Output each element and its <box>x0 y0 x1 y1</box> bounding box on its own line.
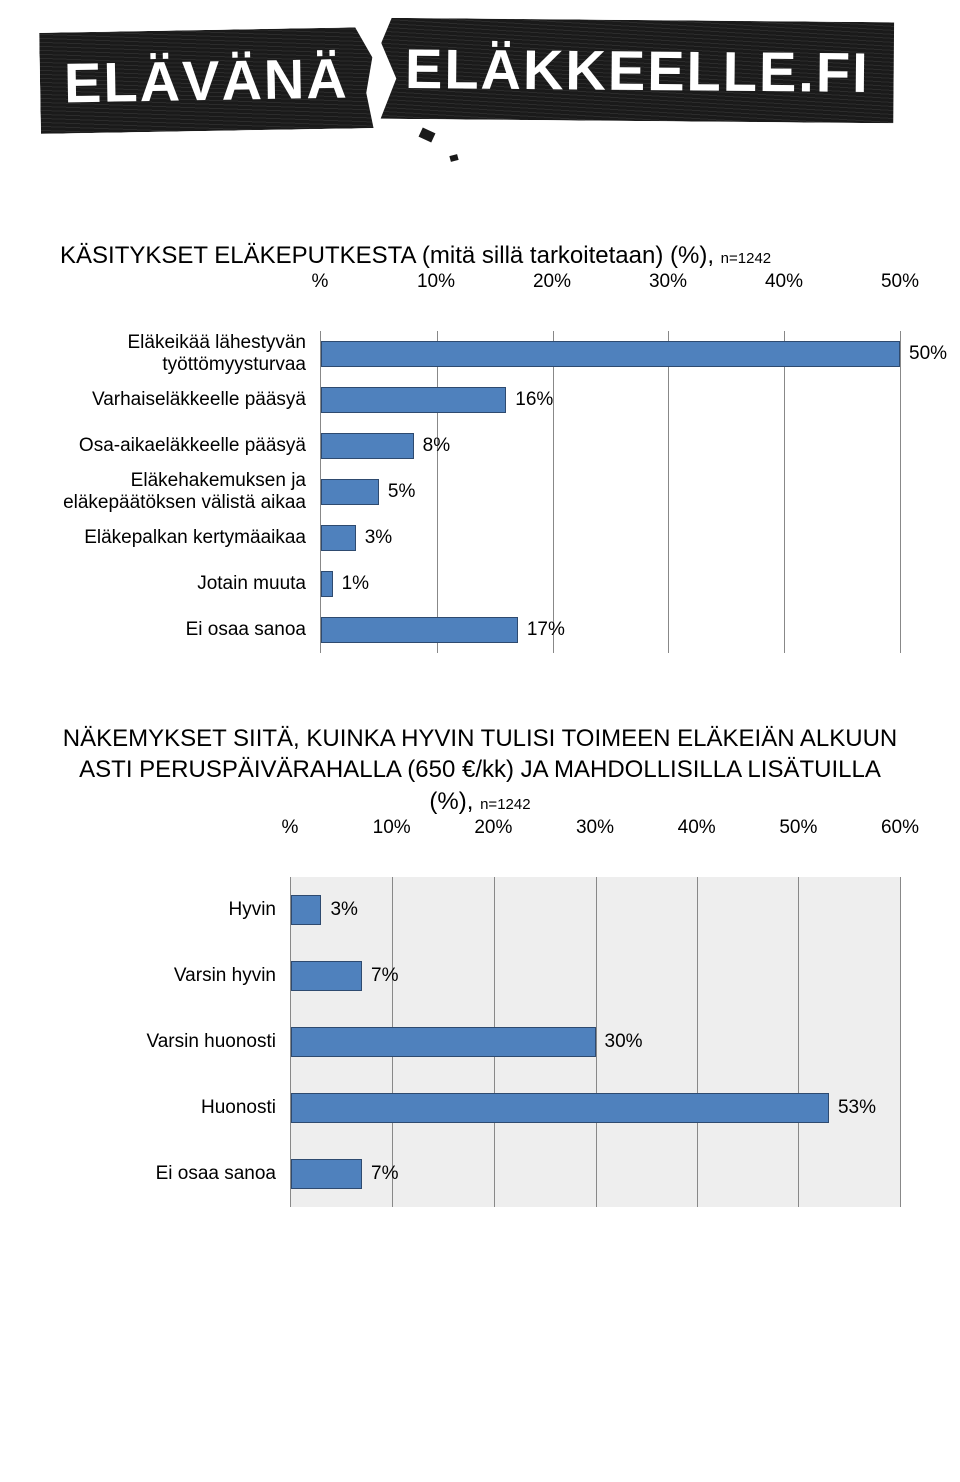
chart-2-plot: 3% 7% 30% 53% 7% <box>290 877 900 1207</box>
bar-value: 53% <box>838 1097 876 1119</box>
bar-value: 17% <box>527 619 565 641</box>
bar-value: 1% <box>342 573 369 595</box>
xtick: % <box>312 271 329 293</box>
xtick: 50% <box>881 271 919 293</box>
chart-2-title-sub: n=1242 <box>480 796 530 813</box>
chart-2: NÄKEMYKSET SIITÄ, KUINKA HYVIN TULISI TO… <box>60 723 900 1207</box>
bar-value: 7% <box>371 965 398 987</box>
xtick: 20% <box>474 817 512 839</box>
chart-1: KÄSITYKSET ELÄKEPUTKESTA (mitä sillä tar… <box>60 240 900 653</box>
xtick: 50% <box>779 817 817 839</box>
bar: 1% <box>321 571 333 597</box>
chart-1-title: KÄSITYKSET ELÄKEPUTKESTA (mitä sillä tar… <box>60 240 900 271</box>
bar-value: 30% <box>605 1031 643 1053</box>
bar-label: Ei osaa sanoa <box>60 1141 290 1207</box>
bar-value: 8% <box>423 435 450 457</box>
chart-2-wrap: %10%20%30%40%50%60% HyvinVarsin hyvinVar… <box>60 847 900 1207</box>
bar-label: Jotain muuta <box>60 561 320 607</box>
bar-row: 8% <box>321 423 900 469</box>
chart-1-plot: 50% 16% 8% 5% 3% 1% 17% <box>320 331 900 653</box>
chart-1-xaxis: %10%20%30%40%50% <box>320 271 900 301</box>
bar-label: Ei osaa sanoa <box>60 607 320 653</box>
logo-debris <box>419 128 436 143</box>
logo-debris <box>449 154 458 162</box>
bar-value: 7% <box>371 1163 398 1185</box>
logo-left: ELÄVÄNÄ <box>39 27 373 134</box>
xtick: 40% <box>765 271 803 293</box>
xtick: 40% <box>678 817 716 839</box>
xtick: % <box>282 817 299 839</box>
bar-row: 3% <box>321 515 900 561</box>
chart-1-title-sub: n=1242 <box>721 250 771 267</box>
bar: 50% <box>321 341 900 367</box>
chart-1-title-text: KÄSITYKSET ELÄKEPUTKESTA (mitä sillä tar… <box>60 242 721 269</box>
bar: 3% <box>291 895 321 925</box>
chart-1-bars: 50% 16% 8% 5% 3% 1% 17% <box>321 331 900 653</box>
bar-label: Varsin huonosti <box>60 1009 290 1075</box>
xtick: 10% <box>417 271 455 293</box>
bar: 8% <box>321 433 414 459</box>
bar-label: Eläkeikää lähestyväntyöttömyysturvaa <box>60 331 320 377</box>
bar-row: 1% <box>321 561 900 607</box>
bar-label: Osa-aikaeläkkeelle pääsyä <box>60 423 320 469</box>
bar-row: 30% <box>291 1009 900 1075</box>
bar-row: 7% <box>291 943 900 1009</box>
bar: 3% <box>321 525 356 551</box>
bar-label: Eläkehakemuksen jaeläkepäätöksen välistä… <box>60 469 320 515</box>
bar-value: 50% <box>909 343 947 365</box>
xtick: 20% <box>533 271 571 293</box>
bar-row: 17% <box>321 607 900 653</box>
bar: 7% <box>291 961 362 991</box>
header-logo: ELÄVÄNÄ ELÄKKEELLE.FI <box>0 0 960 200</box>
bar-label: Varsin hyvin <box>60 943 290 1009</box>
bar-value: 3% <box>365 527 392 549</box>
chart-2-bars: 3% 7% 30% 53% 7% <box>291 877 900 1207</box>
bar: 53% <box>291 1093 829 1123</box>
bar: 17% <box>321 617 518 643</box>
bar-row: 53% <box>291 1075 900 1141</box>
xtick: 60% <box>881 817 919 839</box>
bar: 16% <box>321 387 506 413</box>
bar: 7% <box>291 1159 362 1189</box>
chart-1-body: Eläkeikää lähestyväntyöttömyysturvaaVarh… <box>60 331 900 653</box>
bar-value: 5% <box>388 481 415 503</box>
bar-row: 7% <box>291 1141 900 1207</box>
xtick: 10% <box>373 817 411 839</box>
chart-2-body: HyvinVarsin hyvinVarsin huonostiHuonosti… <box>60 877 900 1207</box>
bar-row: 3% <box>291 877 900 943</box>
chart-2-ylabels: HyvinVarsin hyvinVarsin huonostiHuonosti… <box>60 877 290 1207</box>
chart-2-title: NÄKEMYKSET SIITÄ, KUINKA HYVIN TULISI TO… <box>60 723 900 817</box>
bar-label: Huonosti <box>60 1075 290 1141</box>
bar-row: 5% <box>321 469 900 515</box>
gridline <box>900 877 901 1207</box>
chart-2-xaxis: %10%20%30%40%50%60% <box>290 817 900 847</box>
xtick: 30% <box>576 817 614 839</box>
chart-1-wrap: %10%20%30%40%50% Eläkeikää lähestyväntyö… <box>60 301 900 653</box>
bar-label: Eläkepalkan kertymäaikaa <box>60 515 320 561</box>
bar: 5% <box>321 479 379 505</box>
bar-value: 16% <box>515 389 553 411</box>
gridline <box>900 331 901 653</box>
bar-value: 3% <box>330 899 357 921</box>
xtick: 30% <box>649 271 687 293</box>
logo-right: ELÄKKEELLE.FI <box>380 18 894 123</box>
bar: 30% <box>291 1027 596 1057</box>
bar-row: 16% <box>321 377 900 423</box>
bar-label: Varhaiseläkkeelle pääsyä <box>60 377 320 423</box>
chart-1-ylabels: Eläkeikää lähestyväntyöttömyysturvaaVarh… <box>60 331 320 653</box>
bar-label: Hyvin <box>60 877 290 943</box>
bar-row: 50% <box>321 331 900 377</box>
